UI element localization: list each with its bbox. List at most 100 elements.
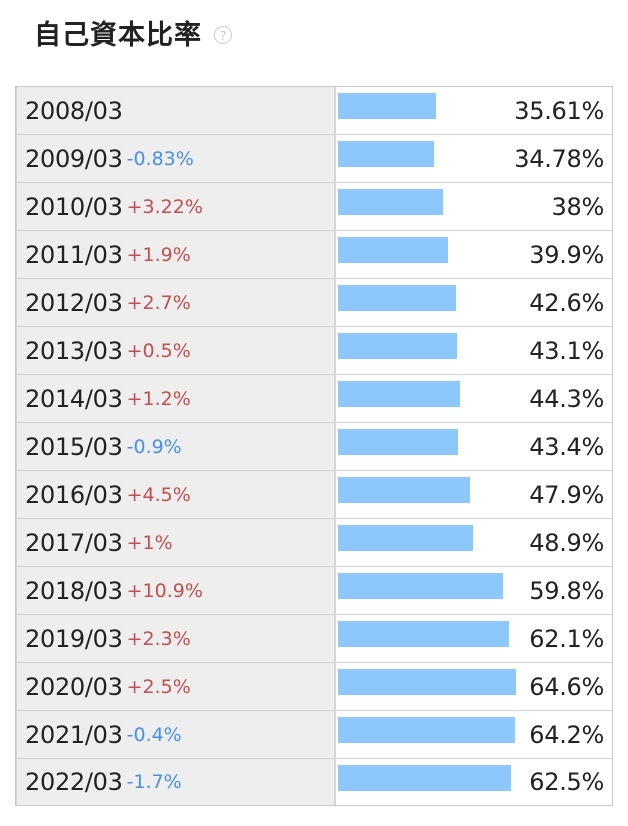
bar-cell: 64.6% (336, 663, 612, 710)
change-label: +0.5% (126, 339, 191, 362)
year-label: 2019/03 (25, 624, 123, 653)
bar-cell: 62.1% (336, 615, 612, 662)
change-label: +2.5% (126, 675, 191, 698)
year-label: 2018/03 (25, 576, 123, 605)
table-row: 2015/03 -0.9% 43.4% (16, 423, 612, 471)
row-label: 2010/03 +3.22% (16, 183, 336, 230)
bar-cell: 38% (336, 183, 612, 230)
row-label: 2014/03 +1.2% (16, 375, 336, 422)
change-label: -0.4% (126, 723, 182, 746)
bar-cell: 43.1% (336, 327, 612, 374)
year-label: 2015/03 (25, 432, 123, 461)
row-label: 2008/03 (16, 87, 336, 134)
bar (338, 141, 434, 167)
row-label: 2016/03 +4.5% (16, 471, 336, 518)
bar (338, 669, 517, 695)
table-row: 2018/03 +10.9% 59.8% (16, 567, 612, 615)
value-label: 64.6% (529, 672, 604, 701)
table-row: 2012/03 +2.7% 42.6% (16, 279, 612, 327)
table-row: 2017/03 +1% 48.9% (16, 519, 612, 567)
bar-cell: 47.9% (336, 471, 612, 518)
bar-cell: 62.5% (336, 759, 612, 805)
bar (338, 285, 456, 311)
bar-cell: 39.9% (336, 231, 612, 278)
year-label: 2010/03 (25, 192, 123, 221)
row-label: 2019/03 +2.3% (16, 615, 336, 662)
bar (338, 573, 503, 599)
value-label: 64.2% (529, 720, 604, 749)
table-row: 2020/03 +2.5% 64.6% (16, 663, 612, 711)
value-label: 47.9% (529, 480, 604, 509)
row-label: 2011/03 +1.9% (16, 231, 336, 278)
table-row: 2019/03 +2.3% 62.1% (16, 615, 612, 663)
change-label: +10.9% (126, 579, 203, 602)
bar (338, 765, 511, 791)
bar-cell: 44.3% (336, 375, 612, 422)
bar-cell: 43.4% (336, 423, 612, 470)
change-label: -0.83% (126, 147, 194, 170)
change-label: +4.5% (126, 483, 191, 506)
bar-cell: 59.8% (336, 567, 612, 614)
change-label: +2.3% (126, 627, 191, 650)
year-label: 2013/03 (25, 336, 123, 365)
bar-cell: 35.61% (336, 87, 612, 134)
change-label: -1.7% (126, 771, 182, 793)
row-label: 2017/03 +1% (16, 519, 336, 566)
change-label: -0.9% (126, 435, 182, 458)
row-label: 2021/03 -0.4% (16, 711, 336, 758)
year-label: 2017/03 (25, 528, 123, 557)
value-label: 62.1% (529, 624, 604, 653)
help-icon[interactable]: ? (214, 26, 232, 44)
year-label: 2021/03 (25, 720, 123, 749)
page-title: 自己資本比率 (34, 19, 202, 51)
year-label: 2020/03 (25, 672, 123, 701)
value-label: 43.1% (529, 336, 604, 365)
year-label: 2016/03 (25, 480, 123, 509)
value-label: 62.5% (529, 768, 604, 796)
bar (338, 429, 458, 455)
year-label: 2008/03 (25, 96, 123, 125)
bar (338, 381, 461, 407)
value-label: 44.3% (529, 384, 604, 413)
row-label: 2018/03 +10.9% (16, 567, 336, 614)
row-label: 2022/03 -1.7% (16, 759, 336, 805)
year-label: 2022/03 (25, 768, 123, 796)
year-label: 2014/03 (25, 384, 123, 413)
value-label: 39.9% (529, 240, 604, 269)
table-row: 2008/03 35.61% (16, 87, 612, 135)
bar (338, 525, 473, 551)
bar-cell: 42.6% (336, 279, 612, 326)
table-row: 2021/03 -0.4% 64.2% (16, 711, 612, 759)
change-label: +1% (126, 531, 173, 554)
change-label: +2.7% (126, 291, 191, 314)
table-row: 2013/03 +0.5% 43.1% (16, 327, 612, 375)
equity-ratio-table: 2008/03 35.61% 2009/03 -0.83% 34.78% 2010/03 +… (15, 86, 613, 806)
value-label: 34.78% (514, 144, 604, 173)
bar (338, 717, 516, 743)
bar (338, 237, 449, 263)
table-row: 2016/03 +4.5% 47.9% (16, 471, 612, 519)
bar (338, 93, 437, 119)
change-label: +1.9% (126, 243, 191, 266)
value-label: 59.8% (529, 576, 604, 605)
table-row: 2009/03 -0.83% 34.78% (16, 135, 612, 183)
value-label: 38% (551, 192, 605, 221)
table-row: 2010/03 +3.22% 38% (16, 183, 612, 231)
change-label: +3.22% (126, 195, 203, 218)
row-label: 2009/03 -0.83% (16, 135, 336, 182)
table-row: 2011/03 +1.9% 39.9% (16, 231, 612, 279)
year-label: 2012/03 (25, 288, 123, 317)
year-label: 2011/03 (25, 240, 123, 269)
bar-cell: 64.2% (336, 711, 612, 758)
bar-cell: 48.9% (336, 519, 612, 566)
bar (338, 621, 510, 647)
row-label: 2015/03 -0.9% (16, 423, 336, 470)
value-label: 43.4% (529, 432, 604, 461)
value-label: 35.61% (514, 96, 604, 125)
row-label: 2013/03 +0.5% (16, 327, 336, 374)
row-label: 2012/03 +2.7% (16, 279, 336, 326)
bar (338, 333, 457, 359)
change-label: +1.2% (126, 387, 191, 410)
year-label: 2009/03 (25, 144, 123, 173)
value-label: 48.9% (529, 528, 604, 557)
